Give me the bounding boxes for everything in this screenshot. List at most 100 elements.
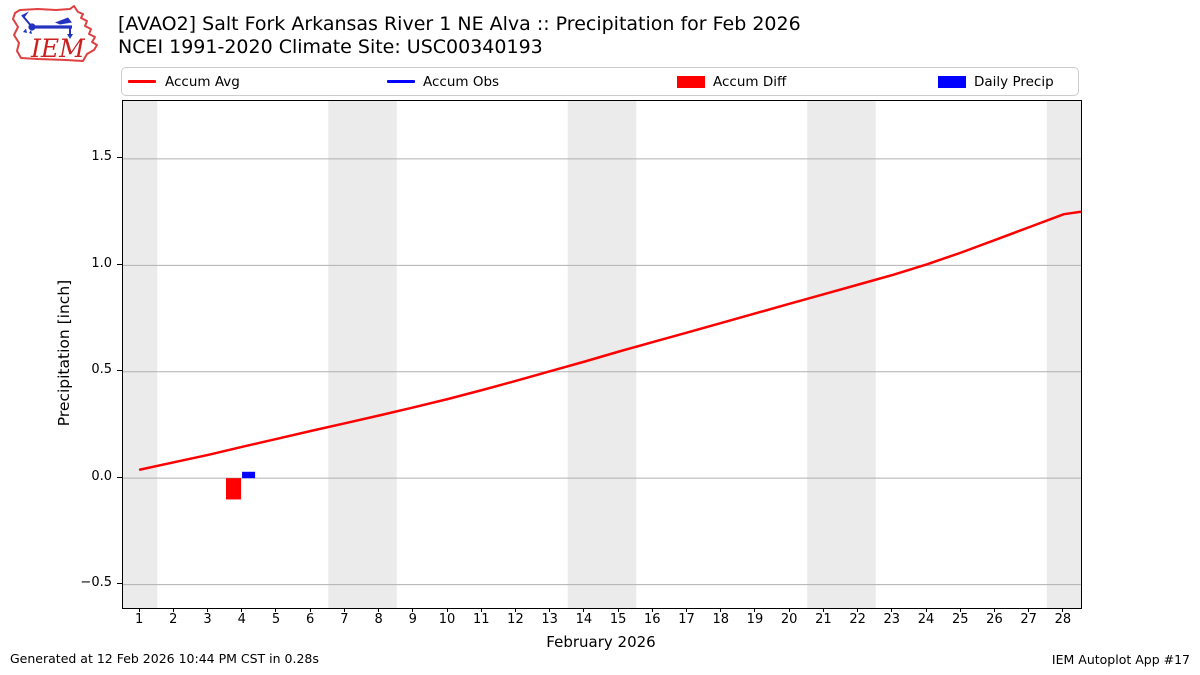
x-tick-label: 14 xyxy=(575,612,593,627)
weathervane-icon xyxy=(21,11,73,39)
legend-sample-accum-obs xyxy=(387,68,415,95)
x-tick-mark xyxy=(788,608,790,612)
daily-precip-bar xyxy=(242,471,256,479)
x-tick-mark xyxy=(754,608,756,612)
accum-diff-bar xyxy=(225,478,242,500)
x-tick-mark xyxy=(857,608,859,612)
line-sample-icon xyxy=(387,80,415,83)
x-tick-mark xyxy=(241,608,243,612)
y-tick-label: 1.0 xyxy=(91,255,112,271)
x-tick-mark xyxy=(378,608,380,612)
x-tick-label: 6 xyxy=(306,612,315,627)
x-tick-mark xyxy=(1028,608,1030,612)
x-tick-label: 12 xyxy=(507,612,524,627)
autoplot-app-text: IEM Autoplot App #17 xyxy=(1051,652,1190,667)
weekend-band xyxy=(1046,101,1081,608)
x-tick-label: 26 xyxy=(986,612,1003,627)
x-tick-mark xyxy=(412,608,414,612)
x-tick-mark xyxy=(686,608,688,612)
y-tick-mark xyxy=(117,157,122,159)
x-tick-mark xyxy=(514,608,516,612)
x-tick-mark xyxy=(822,608,824,612)
y-tick-label: −0.5 xyxy=(80,575,112,591)
x-tick-mark xyxy=(138,608,140,612)
x-tick-mark xyxy=(343,608,345,612)
x-tick-label: 9 xyxy=(408,612,417,627)
x-tick-label: 5 xyxy=(271,612,281,627)
legend-label: Daily Precip xyxy=(974,73,1054,90)
patch-sample-icon xyxy=(938,75,966,88)
line-sample-icon xyxy=(128,80,156,83)
y-tick-label: 0.0 xyxy=(91,468,112,484)
x-tick-mark xyxy=(993,608,995,612)
iem-logo: IEM xyxy=(8,4,108,66)
x-tick-label: 24 xyxy=(917,612,935,627)
x-tick-label: 8 xyxy=(374,612,383,627)
weekend-band xyxy=(328,101,397,608)
x-axis-label: February 2026 xyxy=(546,633,656,651)
accum-avg-line xyxy=(138,210,1081,471)
x-tick-label: 3 xyxy=(203,612,212,627)
x-tick-label: 13 xyxy=(541,612,558,627)
x-tick-label: 28 xyxy=(1054,612,1072,627)
y-axis-label: Precipitation [inch] xyxy=(55,279,73,427)
x-tick-mark xyxy=(925,608,927,612)
x-tick-label: 18 xyxy=(712,612,730,627)
x-tick-label: 15 xyxy=(609,612,627,627)
y-tick-mark xyxy=(117,583,122,585)
x-tick-label: 21 xyxy=(815,612,832,627)
y-tick-mark xyxy=(117,370,122,372)
x-tick-label: 16 xyxy=(644,612,661,627)
iowa-outline-icon xyxy=(12,5,98,62)
y-tick-label: 0.5 xyxy=(91,362,112,378)
x-tick-mark xyxy=(446,608,448,612)
weekend-band xyxy=(567,101,637,608)
legend-sample-accum-diff xyxy=(677,68,705,95)
x-tick-label: 20 xyxy=(780,612,798,627)
x-tick-label: 17 xyxy=(678,612,695,627)
legend-sample-daily-precip xyxy=(938,68,966,95)
x-tick-label: 27 xyxy=(1020,612,1037,627)
generated-at-text: Generated at 12 Feb 2026 10:44 PM CST in… xyxy=(10,651,319,666)
y-tick-mark xyxy=(117,476,122,478)
x-tick-label: 2 xyxy=(169,612,178,627)
x-tick-label: 11 xyxy=(472,612,490,627)
x-tick-mark xyxy=(480,608,482,612)
patch-sample-icon xyxy=(677,75,705,88)
x-tick-mark xyxy=(172,608,174,612)
x-tick-mark xyxy=(309,608,311,612)
weekend-band xyxy=(807,101,876,608)
x-tick-mark xyxy=(583,608,585,612)
x-tick-mark xyxy=(207,608,209,612)
legend: Accum Avg Accum Obs Accum Diff Daily Precip xyxy=(121,67,1079,96)
x-tick-label: 22 xyxy=(849,612,866,627)
x-tick-mark xyxy=(617,608,619,612)
x-tick-label: 23 xyxy=(883,612,901,627)
x-tick-label: 7 xyxy=(340,612,349,627)
x-tick-mark xyxy=(1062,608,1064,612)
y-tick-label: 1.5 xyxy=(91,149,112,165)
x-tick-mark xyxy=(275,608,277,612)
x-tick-mark xyxy=(651,608,653,612)
x-tick-mark xyxy=(720,608,722,612)
x-tick-label: 1 xyxy=(134,612,144,627)
header-titles: [AVAO2] Salt Fork Arkansas River 1 NE Al… xyxy=(118,13,801,59)
y-tick-mark xyxy=(117,263,122,265)
x-tick-mark xyxy=(549,608,551,612)
chart-subtitle: NCEI 1991-2020 Climate Site: USC00340193 xyxy=(118,36,543,58)
x-tick-mark xyxy=(891,608,893,612)
weekend-band xyxy=(123,101,158,608)
chart-title: [AVAO2] Salt Fork Arkansas River 1 NE Al… xyxy=(118,13,801,35)
plot-area xyxy=(122,100,1082,609)
x-tick-label: 25 xyxy=(951,612,969,627)
x-tick-mark xyxy=(959,608,961,612)
legend-label: Accum Obs xyxy=(423,73,500,90)
legend-label: Accum Diff xyxy=(713,73,787,90)
x-tick-label: 19 xyxy=(746,612,764,627)
legend-label: Accum Avg xyxy=(165,73,240,90)
x-tick-label: 4 xyxy=(237,612,246,627)
iem-logo-text: IEM xyxy=(30,34,86,63)
x-tick-label: 10 xyxy=(438,612,456,627)
legend-sample-accum-avg xyxy=(128,68,156,95)
